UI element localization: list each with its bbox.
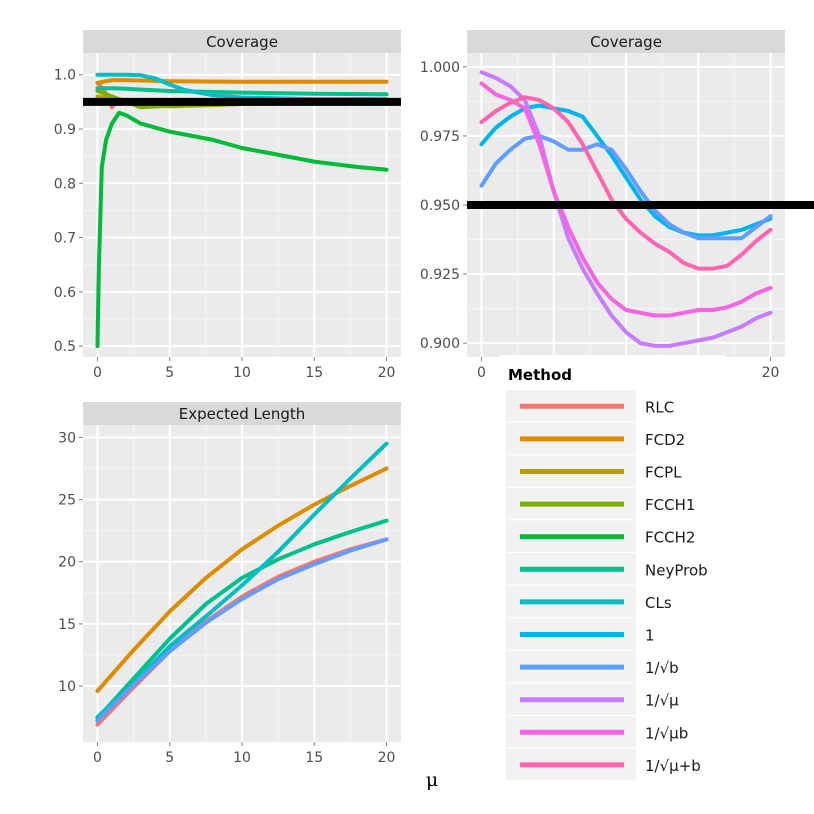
legend-item-fcch1: FCCH1 — [506, 487, 695, 520]
panel-top-left: Coverage 0.5 0.6 0.7 0.8 0.9 1.0 0 5 10 15 20 — [54, 30, 401, 381]
legend-label: FCCH1 — [645, 496, 695, 514]
legend-label: 1/√μb — [645, 724, 688, 742]
series-line-1-sqrt-mu-b — [479, 81, 773, 318]
legend-label: NeyProb — [645, 561, 708, 579]
series-line-1-sqrt-mu — [479, 70, 773, 348]
x-tick-label: 20 — [762, 365, 780, 381]
x-tick-label: 0 — [93, 365, 102, 381]
x-tick-label: 15 — [305, 365, 323, 381]
series-layer — [95, 441, 389, 727]
y-tick-label: 25 — [58, 493, 76, 509]
legend-label: 1/√b — [645, 659, 679, 677]
y-tick-label: 1.0 — [54, 68, 76, 84]
legend-item-cls: CLs — [506, 585, 672, 618]
legend-item-fcpl: FCPL — [506, 455, 682, 487]
panel-strip — [83, 402, 401, 425]
y-tick-label: 0.6 — [54, 285, 76, 301]
series-line-neyprob — [95, 86, 389, 97]
legend-item-rlc: RLC — [506, 390, 674, 422]
y-tick-label: 0.7 — [54, 231, 76, 247]
y-tick-label: 0.975 — [420, 129, 460, 145]
legend-label: RLC — [645, 398, 674, 416]
x-tick-label: 5 — [165, 750, 174, 766]
x-tick-label: 15 — [305, 750, 323, 766]
legend-label: 1/√μ — [645, 692, 679, 710]
legend-item-1-sqrt-mu: 1/√μ — [506, 683, 679, 715]
y-tick-label: 0.8 — [54, 176, 76, 192]
x-tick-label: 20 — [378, 365, 396, 381]
x-tick-label: 5 — [165, 365, 174, 381]
legend-item-1-sqrt-mu-b: 1/√μ+b — [506, 748, 701, 781]
y-tick-label: 0.925 — [420, 267, 460, 283]
x-tick-label: 0 — [93, 750, 102, 766]
legend: Method RLC FCD2 FCPL FCCH1 FCCH2 NeyProb CLs 1 1/… — [500, 355, 725, 781]
y-tick-label: 20 — [58, 555, 76, 571]
legend-label: FCPL — [645, 464, 682, 482]
legend-label: FCD2 — [645, 431, 685, 449]
y-tick-label: 1.000 — [420, 60, 460, 76]
x-tick-label: 20 — [378, 750, 396, 766]
series-line-fcch2 — [95, 110, 389, 349]
x-tick-label: 10 — [233, 365, 251, 381]
series-layer — [479, 70, 773, 348]
panel-strip — [467, 30, 785, 53]
x-axis-label: μ — [426, 769, 438, 791]
y-tick-label: 0.5 — [54, 339, 76, 355]
legend-item-1-sqrt-mu-b: 1/√μb — [506, 716, 688, 748]
series-line-1-sqrt-b — [95, 537, 389, 723]
panel-title: Coverage — [206, 33, 278, 51]
legend-title: Method — [508, 366, 572, 384]
legend-item-fcd2: FCD2 — [506, 422, 685, 455]
legend-label: 1/√μ+b — [645, 757, 701, 775]
series-line-neyprob — [95, 518, 389, 721]
legend-label: CLs — [645, 594, 672, 612]
y-tick-label: 15 — [58, 617, 76, 633]
legend-label: FCCH2 — [645, 529, 695, 547]
y-tick-label: 0.9 — [54, 122, 76, 138]
panel-strip — [83, 30, 401, 53]
panel-title: Expected Length — [179, 405, 306, 423]
legend-item-1-sqrt-b: 1/√b — [506, 650, 679, 683]
panel-top-right: Coverage 0.900 0.925 0.950 0.975 1.000 0 20 — [420, 30, 814, 381]
panel-title: Coverage — [590, 33, 662, 51]
panel-bottom-left: Expected Length 10 15 20 25 30 0 5 10 15 20 — [58, 402, 401, 766]
y-tick-label: 10 — [58, 679, 76, 695]
series-line-1-sqrt-b — [479, 133, 773, 241]
series-line-1-sqrt-mu-b — [479, 95, 773, 271]
y-tick-label: 0.950 — [420, 198, 460, 214]
series-line-fcd2 — [95, 78, 389, 85]
x-tick-label: 10 — [233, 750, 251, 766]
y-tick-label: 30 — [58, 430, 76, 446]
legend-label: 1 — [645, 627, 655, 645]
x-tick-label: 0 — [477, 365, 486, 381]
legend-item-neyprob: NeyProb — [506, 553, 708, 585]
legend-item-fcch2: FCCH2 — [506, 520, 695, 552]
legend-item-1: 1 — [506, 618, 655, 650]
y-tick-label: 0.900 — [420, 336, 460, 352]
